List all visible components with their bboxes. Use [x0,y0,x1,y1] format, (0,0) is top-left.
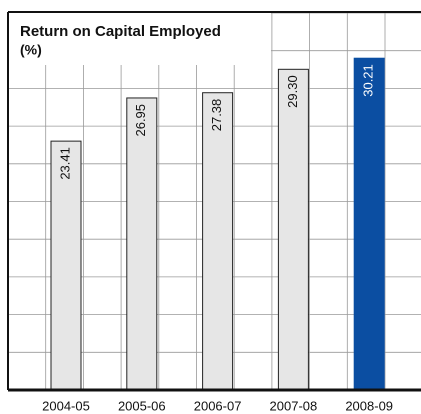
value-label: 23.41 [57,147,72,180]
bar [50,140,82,391]
value-label: 26.95 [133,104,148,137]
bar [126,97,158,391]
x-tick-label: 2007-08 [270,398,318,413]
bar [277,68,309,391]
chart-title: Return on Capital Employed [20,23,221,40]
x-tick-label: 2005-06 [118,398,166,413]
value-label: 29.30 [285,75,300,108]
bar [202,92,234,391]
x-tick-label: 2008-09 [345,398,393,413]
value-label: 27.38 [209,99,224,132]
value-label: 30.21 [361,64,376,97]
x-tick-label: 2006-07 [194,398,242,413]
title-box [9,13,271,65]
chart-subtitle: (%) [20,42,42,58]
bar [353,57,385,391]
x-tick-label: 2004-05 [42,398,90,413]
